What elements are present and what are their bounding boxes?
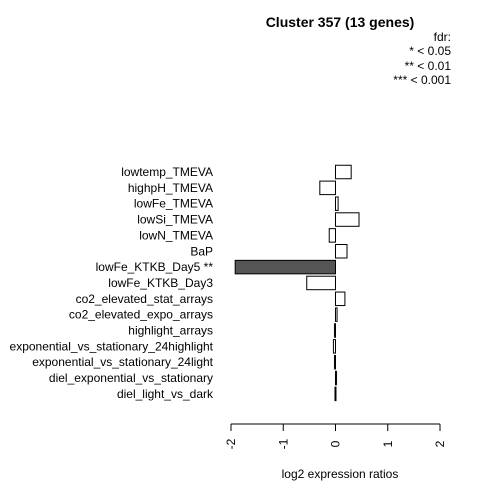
category-label-12: exponential_vs_stationary_24light	[32, 355, 213, 369]
x-tick-label-2: 0	[329, 440, 343, 447]
legend-title: fdr:	[434, 30, 451, 44]
category-label-9: co2_elevated_expo_arrays	[69, 308, 213, 322]
bar-13	[335, 370, 338, 386]
category-label-7: lowFe_KTKB_Day3	[108, 276, 213, 290]
bar-8	[335, 291, 346, 307]
bar-6	[234, 259, 336, 275]
legend-entry-2: ** < 0.01	[405, 59, 452, 73]
bar-0	[335, 164, 352, 180]
legend-entry-1: * < 0.05	[409, 44, 451, 58]
category-label-0: lowtemp_TMEVA	[121, 165, 213, 179]
x-axis: -2 -1 0 1 2	[224, 423, 447, 449]
bar-7	[306, 275, 337, 291]
x-axis-title: log2 expression ratios	[282, 467, 399, 481]
bar-14	[334, 386, 337, 402]
category-label-2: lowFe_TMEVA	[134, 197, 213, 211]
category-label-13: diel_exponential_vs_stationary	[49, 371, 213, 385]
x-tick-label-0: -2	[224, 438, 238, 449]
bar-5	[335, 244, 348, 259]
bar-10	[333, 323, 336, 338]
bar-1	[319, 180, 337, 196]
bar-11	[332, 339, 337, 354]
x-tick-label-4: 2	[433, 440, 447, 447]
chart-title: Cluster 357 (13 genes)	[266, 14, 415, 30]
legend-entry-3: *** < 0.001	[393, 73, 451, 87]
bar-3	[335, 212, 360, 227]
bar-2	[335, 196, 339, 211]
x-tick-label-3: 1	[381, 440, 395, 447]
category-labels: lowtemp_TMEVA highpH_TMEVA lowFe_TMEVA lowS…	[10, 165, 214, 401]
bars	[234, 164, 360, 402]
bar-9	[335, 307, 338, 322]
bar-12	[333, 354, 336, 370]
category-label-8: co2_elevated_stat_arrays	[76, 292, 213, 306]
category-label-1: highpH_TMEVA	[128, 181, 213, 195]
category-label-6: lowFe_KTKB_Day5 **	[96, 260, 214, 274]
category-label-5: BaP	[190, 244, 213, 258]
category-label-3: lowSi_TMEVA	[137, 213, 213, 227]
category-label-10: highlight_arrays	[128, 324, 213, 338]
legend: fdr: * < 0.05 ** < 0.01 *** < 0.001	[393, 30, 451, 87]
bar-4	[328, 228, 337, 243]
x-tick-label-1: -1	[276, 438, 290, 449]
category-label-11: exponential_vs_stationary_24highlight	[10, 339, 214, 353]
category-label-4: lowN_TMEVA	[139, 228, 213, 242]
category-label-14: diel_light_vs_dark	[117, 387, 214, 401]
